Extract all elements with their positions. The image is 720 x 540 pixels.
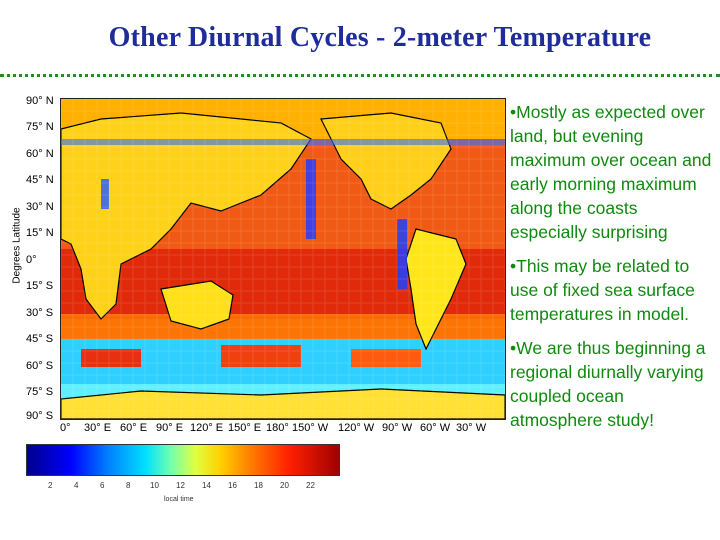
bullet-item: •We are thus beginning a regional diurna… [510, 338, 706, 430]
colorbar-tick: 22 [306, 481, 315, 490]
colorbar-tick: 8 [126, 481, 131, 490]
y-axis-title: Degrees Latitude [11, 207, 23, 284]
lon-tick-label: 120° W [338, 422, 375, 434]
title-divider [0, 74, 720, 77]
lat-tick-label: 45° N [26, 174, 54, 186]
lat-tick-label: 90° S [26, 410, 54, 422]
bullet-item: •This may be related to use of fixed sea… [510, 256, 695, 324]
colorbar-tick: 20 [280, 481, 289, 490]
diurnal-max-temperature-map [60, 98, 506, 420]
colorbar-tick: 10 [150, 481, 159, 490]
colorbar-tick: 18 [254, 481, 263, 490]
lat-tick-label: 15° N [26, 227, 54, 239]
colorbar [26, 444, 340, 476]
lat-tick-label: 30° N [26, 201, 54, 213]
lon-tick-label: 60° E [120, 422, 148, 434]
colorbar-tick: 2 [48, 481, 53, 490]
lon-tick-label: 30° W [456, 422, 487, 434]
lon-tick-label: 90° E [156, 422, 184, 434]
map-graphic [61, 99, 505, 419]
lon-tick-label: 90° W [382, 422, 413, 434]
colorbar-tick: 4 [74, 481, 79, 490]
lat-tick-label: 30° S [26, 307, 54, 319]
colorbar-tick: 6 [100, 481, 105, 490]
lat-tick-label: 90° N [26, 95, 54, 107]
colorbar-label: local time [164, 496, 194, 503]
lon-tick-label: 150° E [228, 422, 262, 434]
slide-title: Other Diurnal Cycles - 2-meter Temperatu… [108, 22, 652, 53]
colorbar-tick: 16 [228, 481, 237, 490]
lon-tick-label: 0° [60, 422, 71, 434]
lat-tick-label: 60° S [26, 360, 54, 372]
lat-tick-label: 15° S [26, 280, 54, 292]
lon-tick-label: 60° W [420, 422, 451, 434]
lat-tick-label: 60° N [26, 148, 54, 160]
lat-tick-label: 75° N [26, 121, 54, 133]
lon-tick-label: 180° [266, 422, 289, 434]
lon-tick-label: 120° E [190, 422, 224, 434]
bullet-list: •Mostly as expected over land, but eveni… [510, 100, 718, 442]
bullet-item: •Mostly as expected over land, but eveni… [510, 102, 712, 242]
lat-tick-label: 75° S [26, 386, 54, 398]
lon-tick-label: 30° E [84, 422, 112, 434]
lat-tick-label: 45° S [26, 333, 54, 345]
colorbar-tick: 14 [202, 481, 211, 490]
lat-tick-label: 0° [26, 254, 37, 266]
colorbar-tick: 12 [176, 481, 185, 490]
lon-tick-label: 150° W [292, 422, 329, 434]
